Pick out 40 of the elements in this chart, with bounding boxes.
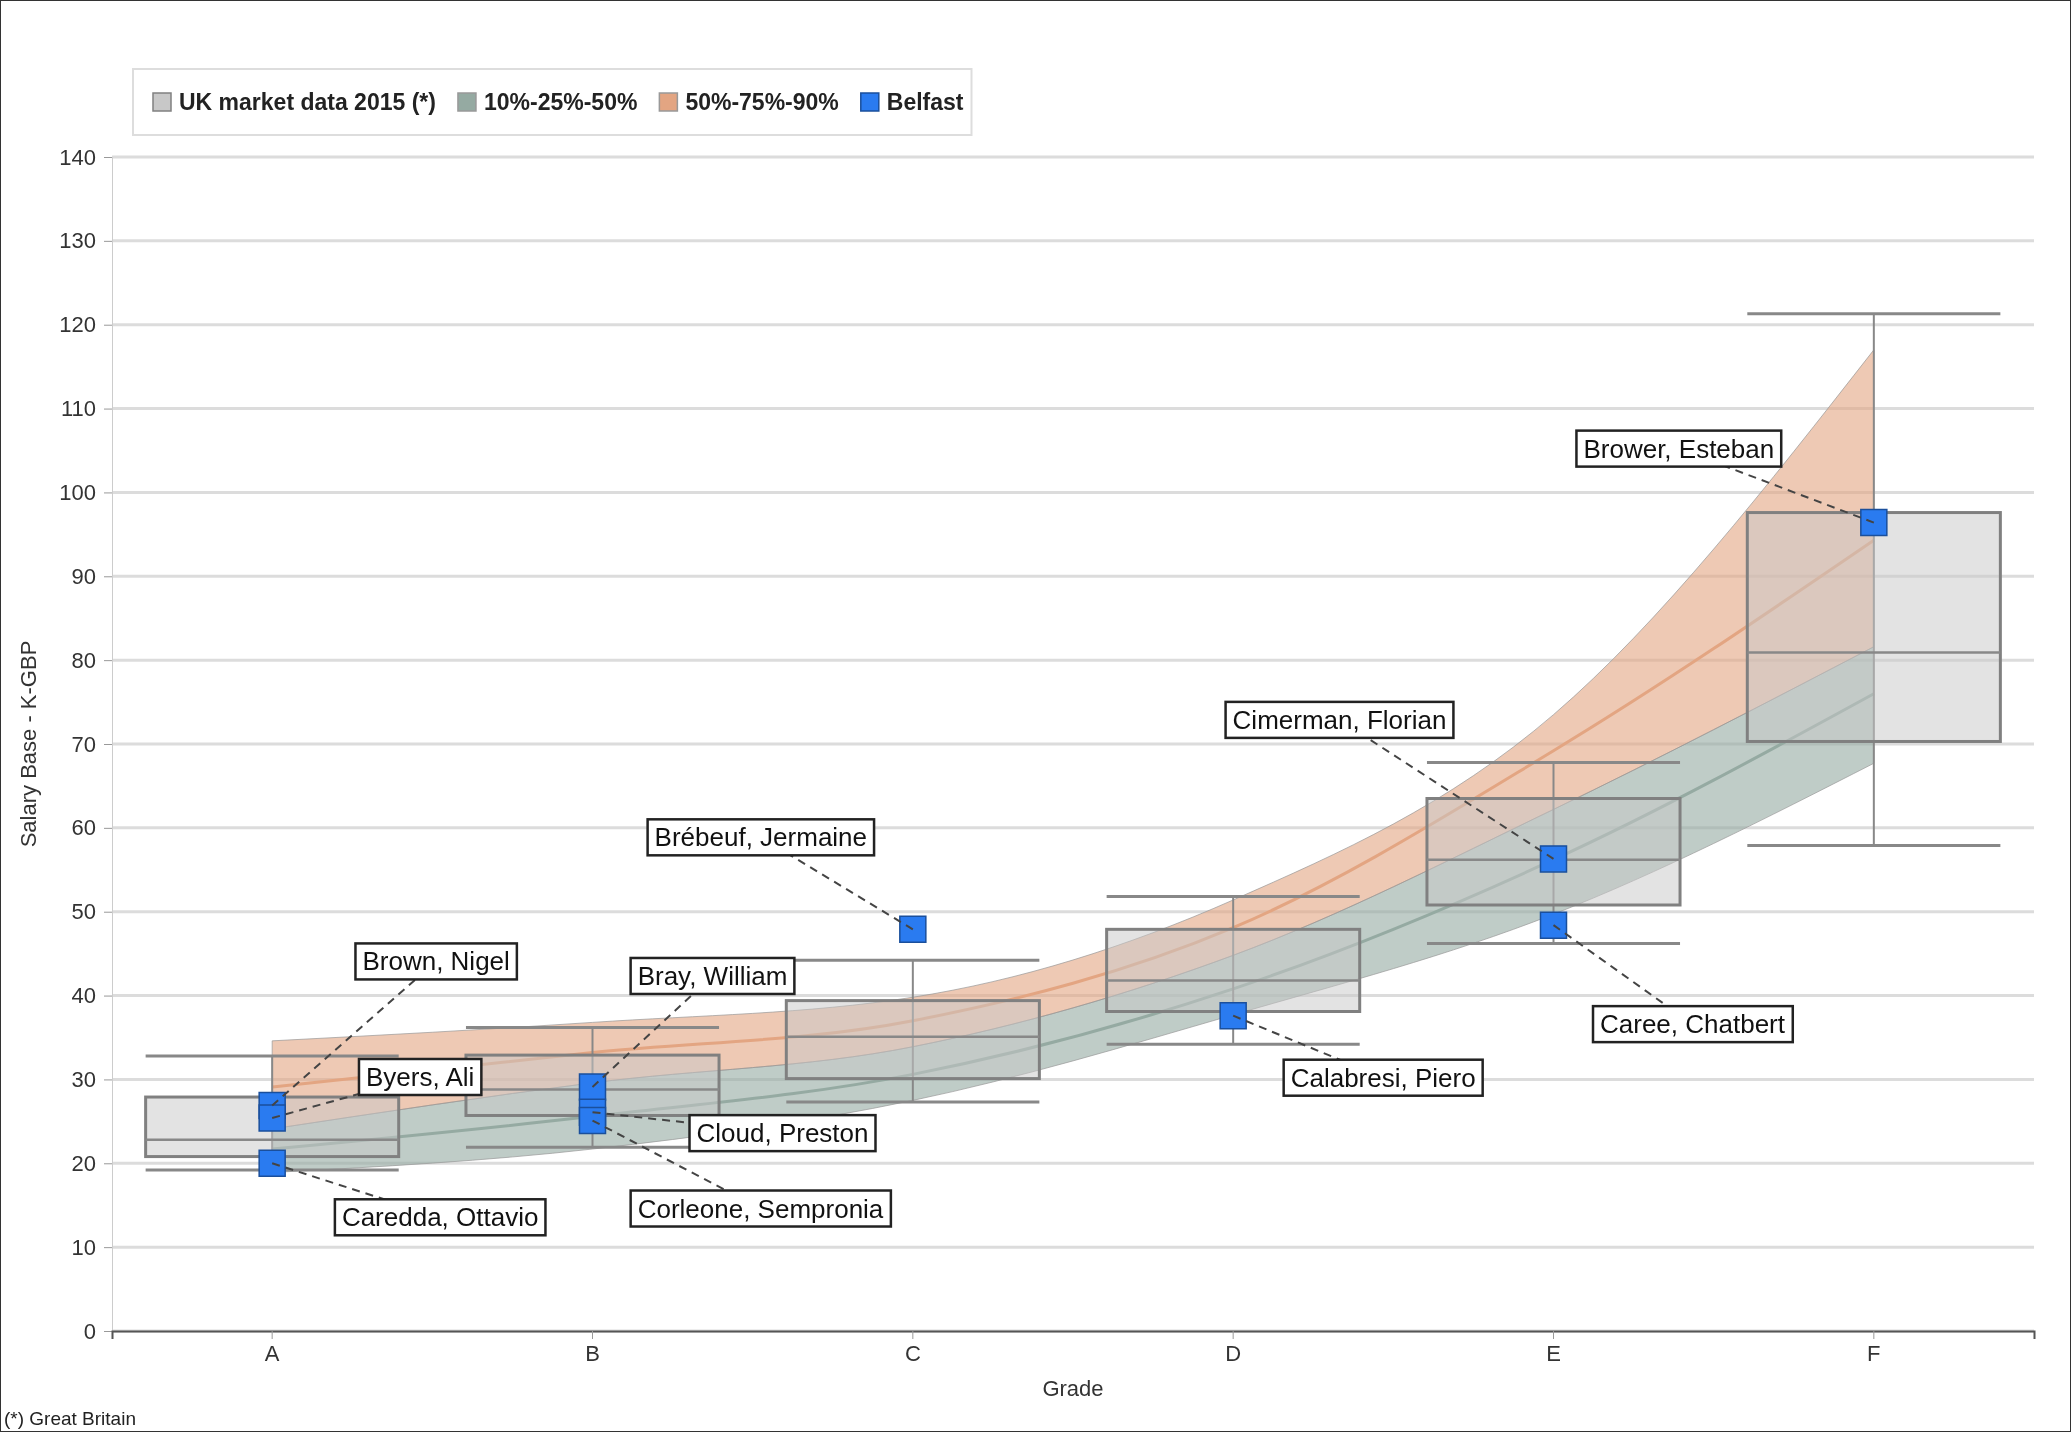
annotation: Cimerman, Florian [1232, 704, 1447, 735]
line-series [270, 538, 1876, 1089]
x-tick-label: C [904, 1340, 921, 1366]
annotation: Byers, Ali [365, 1062, 475, 1092]
text: (*) Great Britain [4, 1408, 136, 1429]
annotation: Cloud, Preston [696, 1118, 869, 1149]
y-tick-label: 90 [71, 563, 96, 589]
x-tick-label: B [585, 1340, 600, 1366]
legend-label: Belfast [886, 89, 964, 115]
y-tick-label: 20 [71, 1150, 96, 1176]
y-tick-label: 80 [71, 647, 96, 673]
y-tick-label: 100 [59, 479, 96, 505]
legend-label: UK market data 2015 (*) [179, 89, 436, 115]
annotation: Bray, William [637, 960, 788, 991]
annotation: Brower, Esteban [1583, 433, 1775, 464]
x-tick-label: A [264, 1340, 280, 1366]
x-tick-label: F [1867, 1340, 1881, 1366]
annotation: Caredda, Ottavio [341, 1202, 539, 1233]
legend-label: 10%-25%-50% [483, 89, 638, 115]
annotation: Corleone, Sempronia [637, 1193, 884, 1224]
annotation: Caree, Chatbert [1600, 1009, 1786, 1040]
y-tick-label: 110 [60, 396, 96, 422]
y-axis-title: Salary Base - K-GBP [16, 640, 41, 848]
y-tick-label: 70 [71, 731, 96, 757]
annotation: Brébeuf, Jermaine [654, 822, 868, 853]
y-tick-label: 0 [83, 1318, 96, 1344]
y-tick-label: 10 [71, 1234, 96, 1260]
x-tick-label: E [1546, 1340, 1561, 1366]
y-tick-label: 60 [71, 815, 96, 841]
y-tick-label: 120 [59, 312, 96, 338]
legend-label: 50%-75%-90% [685, 89, 839, 115]
y-tick-label: 140 [59, 144, 96, 170]
y-tick-label: 50 [71, 899, 96, 925]
x-tick-label: D [1225, 1340, 1242, 1366]
y-tick-label: 130 [59, 228, 96, 254]
annotation: Brown, Nigel [362, 946, 510, 977]
x-axis-title: Grade [1042, 1376, 1104, 1401]
y-tick-label: 30 [71, 1066, 96, 1092]
annotation: Calabresi, Piero [1290, 1062, 1476, 1093]
y-tick-label: 40 [71, 983, 96, 1009]
